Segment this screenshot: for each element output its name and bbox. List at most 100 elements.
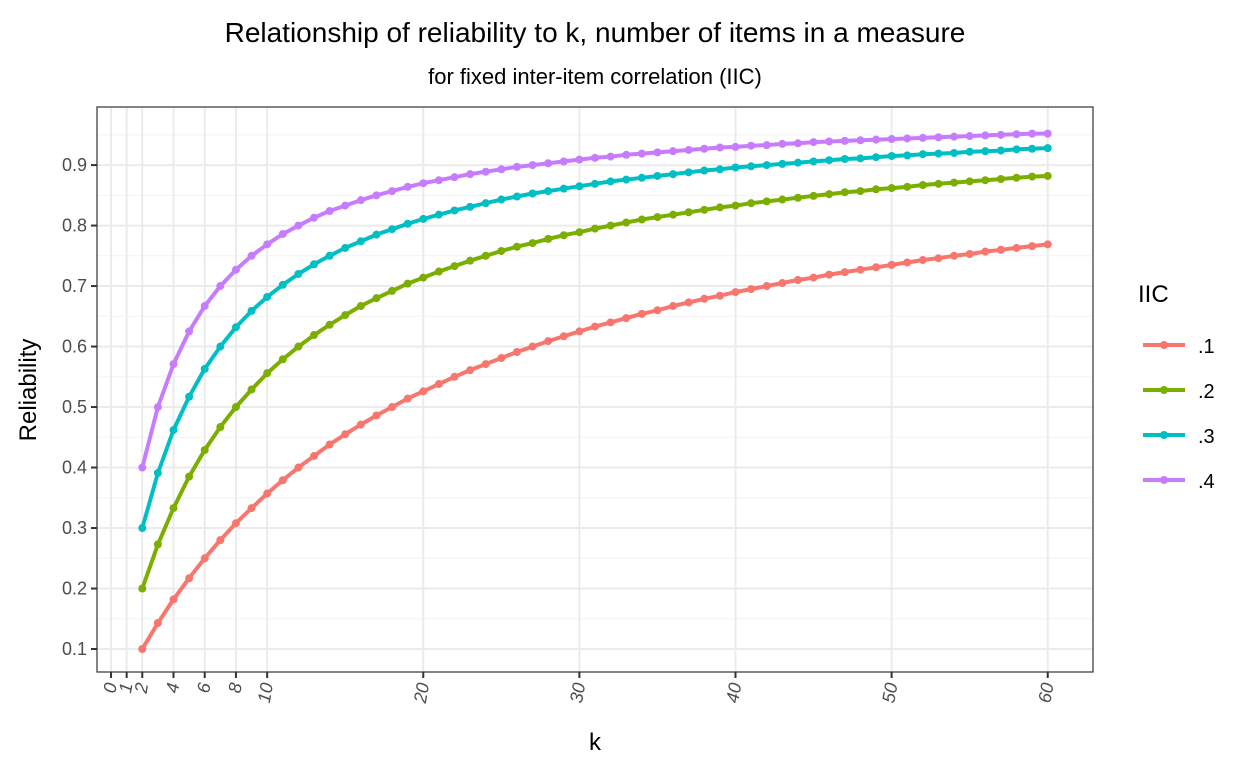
data-point [591, 179, 599, 188]
legend-label: .3 [1198, 426, 1215, 448]
data-point [747, 285, 756, 294]
data-point [887, 151, 896, 160]
data-point [965, 249, 974, 258]
data-point [372, 411, 381, 420]
data-point [965, 147, 974, 156]
data-point [528, 161, 537, 170]
legend-title: IIC [1138, 281, 1169, 308]
data-point [918, 133, 927, 142]
data-point [528, 239, 537, 248]
data-point [294, 342, 303, 351]
data-point [825, 270, 834, 279]
data-point [778, 139, 787, 148]
data-point [809, 273, 818, 282]
data-point [419, 214, 428, 223]
data-point [622, 314, 631, 323]
data-point [715, 165, 724, 174]
data-point [481, 360, 490, 369]
data-point [544, 234, 553, 243]
x-tick-label: 4 [162, 681, 183, 694]
data-point [216, 423, 225, 432]
y-tick-label: 0.3 [62, 518, 87, 538]
data-point [419, 273, 428, 282]
data-point [450, 262, 459, 271]
data-point [700, 166, 709, 175]
data-point [528, 189, 537, 198]
x-tick-label: 8 [224, 681, 245, 694]
data-point [872, 263, 881, 272]
data-point [481, 251, 490, 260]
data-point [1043, 240, 1052, 249]
data-point [200, 445, 209, 454]
data-point [731, 163, 740, 172]
data-point [762, 161, 771, 170]
data-point [153, 468, 162, 477]
data-point [185, 472, 194, 481]
data-point [185, 574, 194, 583]
data-point [731, 288, 740, 297]
data-point [559, 157, 568, 166]
data-point [247, 385, 256, 394]
data-point [637, 149, 646, 158]
legend-key-point [1160, 476, 1168, 484]
data-point [153, 403, 162, 412]
legend-key-point [1160, 341, 1168, 349]
data-point [528, 342, 537, 351]
data-point [918, 150, 927, 159]
data-point [981, 147, 990, 156]
data-point [996, 174, 1005, 183]
data-point [294, 463, 303, 472]
data-point [856, 136, 865, 145]
data-point [278, 230, 287, 239]
y-tick-label: 0.4 [62, 458, 87, 478]
data-point [466, 170, 475, 179]
data-point [653, 306, 662, 315]
data-point [388, 187, 397, 196]
data-point [606, 152, 615, 161]
legend-label: .1 [1198, 336, 1215, 358]
data-point [793, 276, 802, 285]
data-point [637, 309, 646, 318]
data-point [1012, 130, 1021, 139]
data-point [512, 347, 521, 356]
data-point [934, 149, 943, 158]
data-point [247, 251, 256, 260]
data-point [950, 178, 959, 187]
data-point [856, 154, 865, 163]
data-point [934, 179, 943, 188]
data-point [278, 280, 287, 289]
y-tick-label: 0.7 [62, 276, 87, 296]
data-point [731, 201, 740, 210]
legend: .1 .2 .3 .4 [1143, 336, 1215, 493]
data-point [200, 302, 209, 311]
data-point [606, 177, 615, 186]
data-point [934, 254, 943, 263]
data-point [762, 197, 771, 206]
legend-key-point [1160, 386, 1168, 394]
data-point [497, 165, 506, 174]
data-point [762, 282, 771, 291]
data-point [591, 153, 599, 162]
data-point [263, 489, 272, 498]
data-point [653, 148, 662, 157]
data-point [231, 323, 240, 332]
data-point [1012, 145, 1021, 154]
data-point [840, 188, 849, 197]
data-point [950, 148, 959, 157]
data-point [903, 134, 912, 143]
data-point [1043, 144, 1052, 153]
data-point [325, 320, 334, 329]
data-point [809, 191, 818, 200]
data-point [169, 360, 178, 369]
data-point [903, 258, 912, 267]
data-point [1028, 144, 1037, 153]
data-point [356, 196, 365, 205]
data-point [903, 182, 912, 191]
data-point [622, 150, 631, 159]
data-point [450, 173, 459, 182]
data-point [700, 294, 709, 303]
legend-label: .2 [1198, 381, 1215, 403]
data-point [200, 364, 209, 373]
data-point [325, 440, 334, 449]
chart-subtitle: for fixed inter-item correlation (IIC) [428, 64, 762, 89]
